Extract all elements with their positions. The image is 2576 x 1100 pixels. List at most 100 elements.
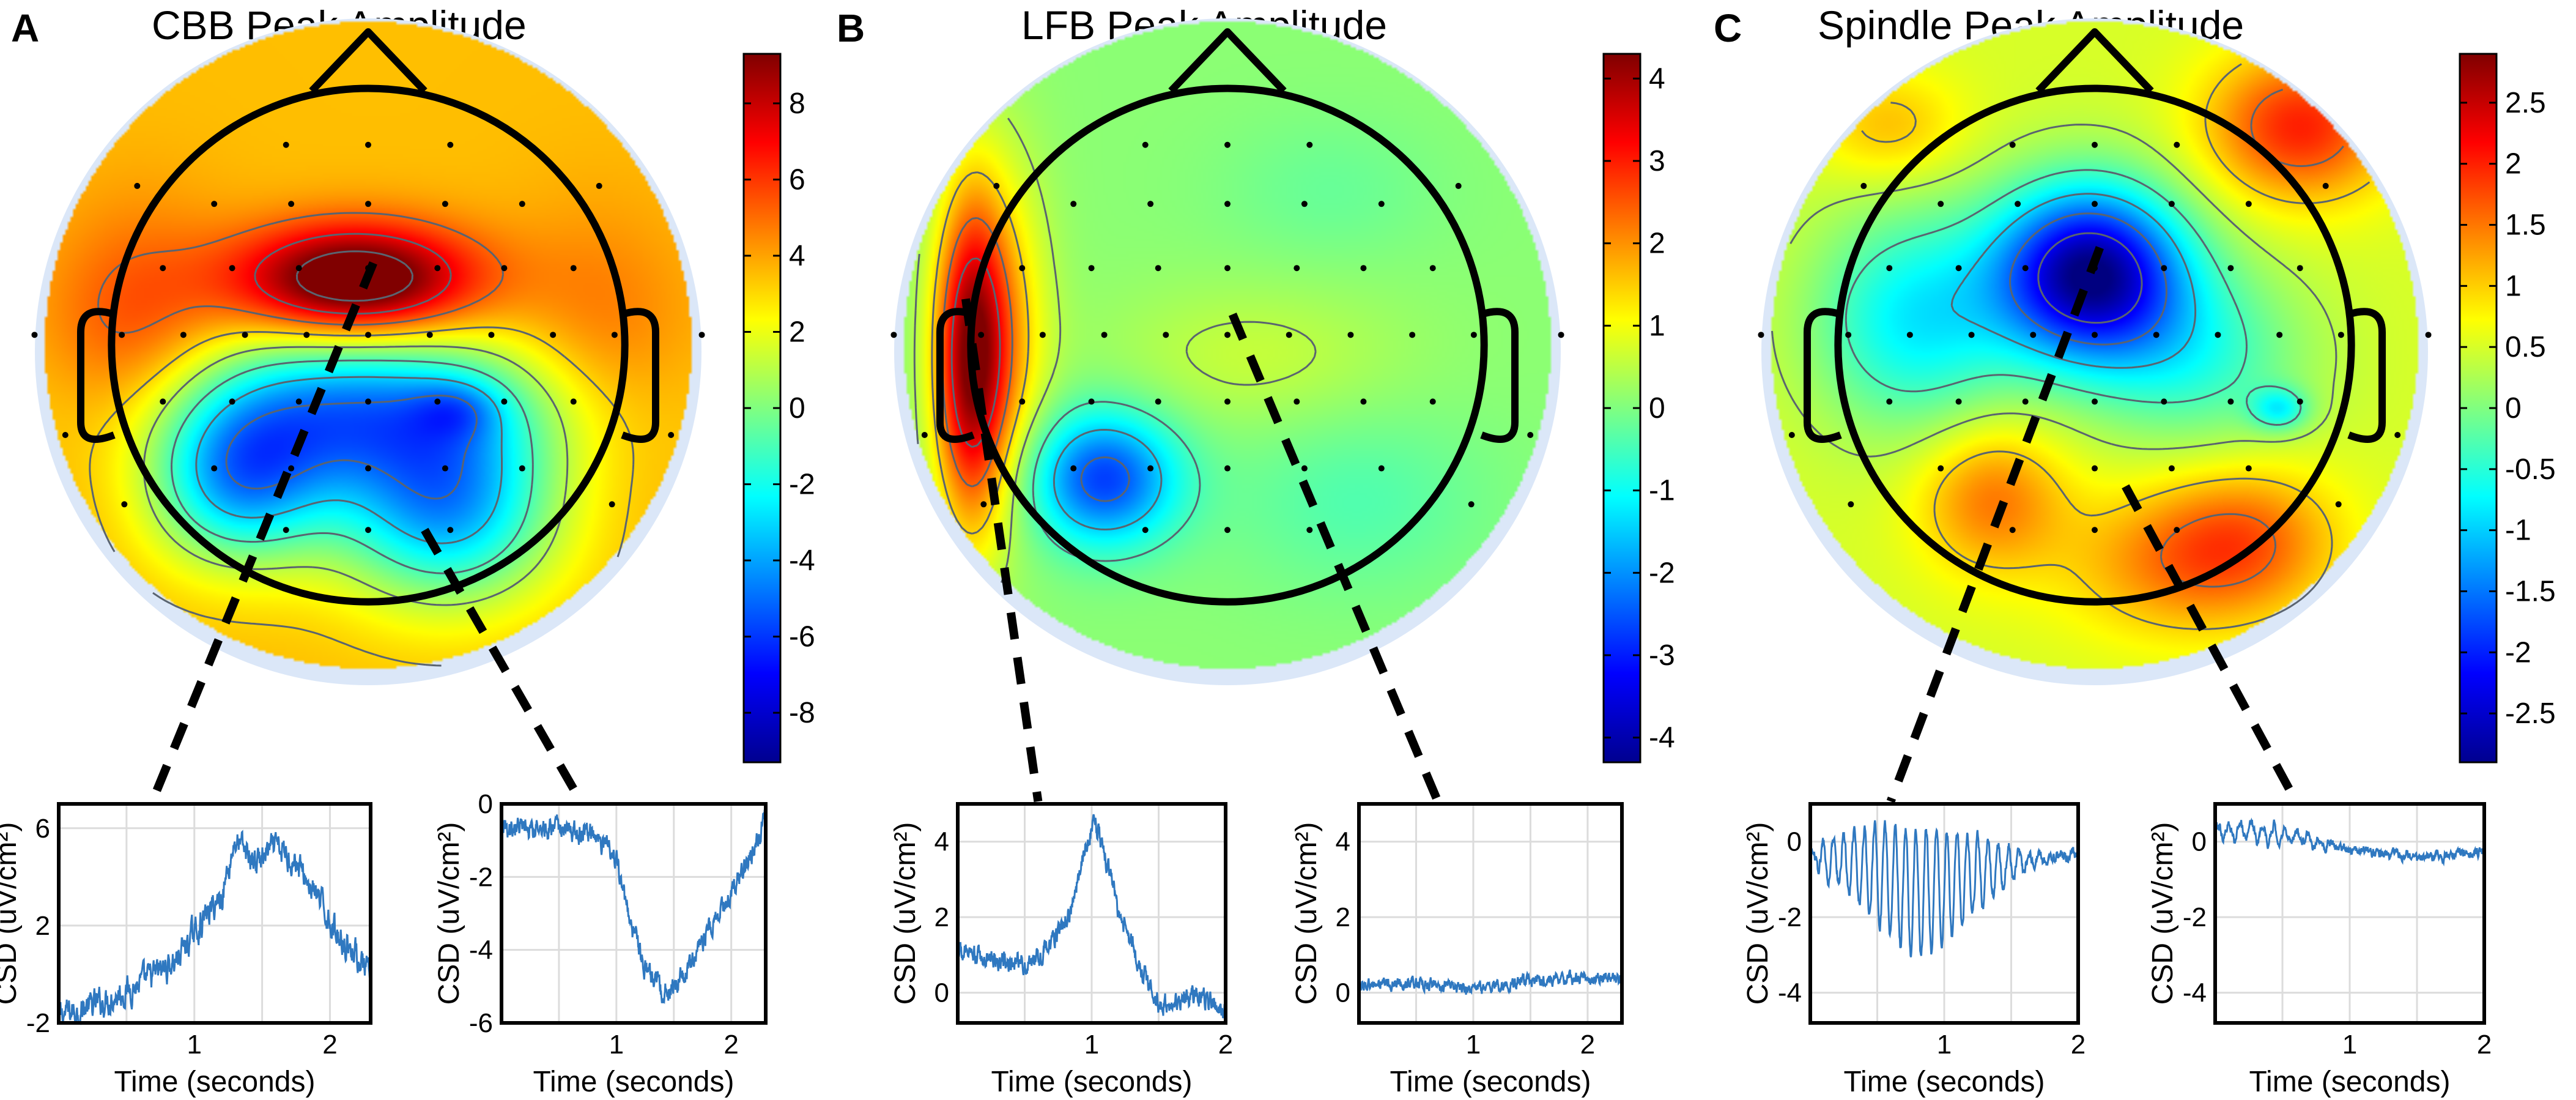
electrode-dot	[442, 201, 448, 207]
electrode-dot	[1860, 182, 1867, 189]
electrode-dot	[211, 465, 218, 472]
colorbar-tick-label: 0	[2505, 392, 2522, 425]
electrode-dot	[2092, 332, 2098, 338]
electrode-dot	[442, 465, 448, 472]
colorbar-tick-label: -1	[1649, 475, 1675, 507]
colorbar-tick-label: -1.5	[2505, 575, 2556, 608]
y-axis-label: CSD (uV/cm²)	[2147, 822, 2179, 1005]
colorbar-tick-label: 1	[1649, 310, 1665, 342]
electrode-dot	[2245, 201, 2252, 207]
electrode-dot	[1147, 465, 1154, 472]
x-tick-label: 2	[1218, 1030, 1233, 1060]
x-axis-label: Time (seconds)	[114, 1066, 316, 1098]
electrode-dot	[2153, 332, 2160, 338]
y-tick-label: -2	[1778, 902, 1802, 932]
head-outline	[76, 28, 660, 606]
electrode-dot	[1955, 398, 1962, 405]
electrode-dot	[1070, 201, 1077, 207]
left-ear-outline	[1803, 308, 1842, 443]
electrode-dot	[1101, 332, 1108, 338]
electrode-dot	[365, 465, 371, 472]
y-tick-label: 2	[35, 911, 50, 941]
electrode-dot	[229, 398, 235, 405]
colorbar-tick-label: -2	[1649, 557, 1675, 589]
electrode-dot	[1224, 201, 1231, 207]
electrode-dot	[921, 431, 928, 438]
electrode-dot	[1306, 141, 1313, 148]
electrode-dot	[993, 182, 1000, 189]
pointer-line	[961, 298, 1043, 802]
electrode-dot	[611, 332, 618, 338]
timeseries-plot: 1 2 -4 -2 0 Time (seconds) CSD (uV/cm²)	[1742, 802, 2086, 1098]
colorbar-tick-label: -2	[789, 469, 815, 501]
electrode-dot	[978, 332, 985, 338]
electrode-dot	[890, 332, 897, 338]
pointer-line	[2122, 484, 2300, 804]
electrode-dot	[1955, 265, 1962, 272]
electrode-dot	[180, 332, 187, 338]
colorbar: 4 3 2 1 0 -1 -2 -3 -4	[1602, 53, 1675, 764]
electrode-dot	[1039, 332, 1046, 338]
electrode-dot	[426, 332, 433, 338]
electrode-dot	[365, 398, 371, 405]
electrode-dot	[434, 265, 441, 272]
colorbar-tick-label: -8	[789, 697, 815, 729]
colorbar: 8 6 4 2 0 -2 -4 -6 -8	[742, 53, 815, 764]
electrode-dot	[1758, 332, 1764, 338]
electrode-dot	[609, 501, 615, 508]
nose-outline	[309, 28, 427, 94]
electrode-dot	[2015, 201, 2021, 207]
x-tick-label: 2	[2071, 1030, 2086, 1060]
electrode-dot	[2092, 398, 2098, 405]
x-tick-label: 1	[1084, 1030, 1099, 1060]
left-ear-outline	[936, 308, 975, 443]
electrode-dot	[2245, 465, 2252, 472]
electrode-dot	[1147, 201, 1154, 207]
electrode-dot	[596, 182, 602, 189]
x-tick-label: 2	[1580, 1030, 1595, 1060]
electrode-dot	[519, 465, 525, 472]
colorbar-tick-label: -0.5	[2505, 453, 2556, 486]
electrode-dot	[1906, 332, 1913, 338]
electrode-dot	[2425, 332, 2432, 338]
plot-frame	[57, 802, 372, 1025]
y-tick-label: -6	[469, 1008, 493, 1038]
colorbar-tick-label: 2	[2505, 148, 2522, 180]
electrode-dot	[1788, 431, 1795, 438]
pointer-line	[1886, 246, 2104, 803]
electrode-dot	[570, 398, 577, 405]
electrode-dots	[31, 141, 705, 533]
electrode-dot	[2092, 527, 2098, 533]
electrode-dot	[2168, 465, 2175, 472]
panel-letter: B	[837, 6, 865, 50]
y-tick-label: 4	[1336, 827, 1350, 857]
y-tick-label: 0	[478, 789, 493, 819]
x-axis-label: Time (seconds)	[1390, 1066, 1591, 1098]
signal-trace	[57, 830, 372, 1025]
y-tick-label: 4	[935, 827, 949, 857]
electrode-dot	[447, 527, 454, 533]
electrode-dot	[2022, 398, 2029, 405]
contour-line	[89, 326, 635, 667]
electrode-dots	[890, 141, 1564, 533]
contour-line	[931, 171, 1030, 535]
x-axis-label: Time (seconds)	[991, 1066, 1193, 1098]
y-axis-label: CSD (uV/cm²)	[433, 822, 465, 1005]
electrode-dot	[1848, 501, 1854, 508]
electrode-dot	[119, 332, 125, 338]
electrode-dot	[1347, 332, 1354, 338]
electrode-dot	[1429, 398, 1436, 405]
electrode-dot	[1455, 182, 1462, 189]
y-tick-label: 0	[2192, 827, 2207, 857]
electrode-dot	[2322, 182, 2329, 189]
electrode-dot	[1155, 265, 1161, 272]
x-tick-label: 2	[322, 1030, 337, 1060]
electrode-dot	[1360, 398, 1367, 405]
electrode-dot	[1938, 465, 1944, 472]
left-ear-outline	[76, 308, 116, 443]
x-tick-label: 2	[2477, 1030, 2492, 1060]
electrode-dot	[1142, 141, 1149, 148]
contour-lines	[1771, 63, 2371, 630]
colorbar-tick-label: -4	[1649, 722, 1675, 754]
electrode-dot	[1468, 501, 1475, 508]
